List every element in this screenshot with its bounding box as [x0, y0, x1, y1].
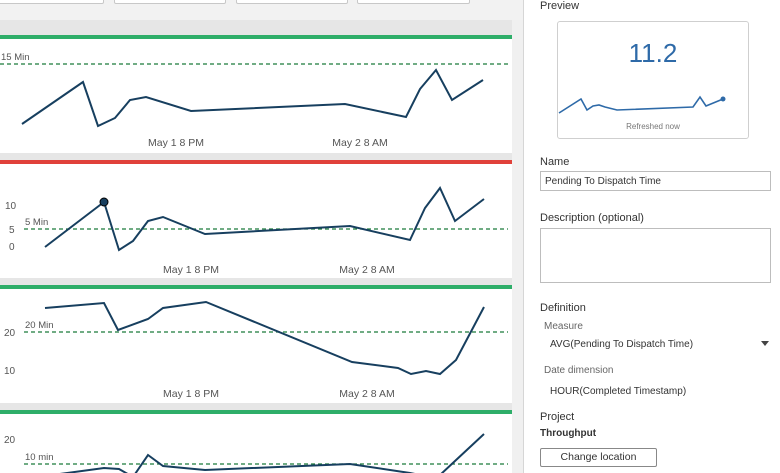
metric-card[interactable]: 15 Min May 1 8 PM May 2 8 AM — [0, 35, 512, 153]
description-input[interactable] — [540, 228, 771, 283]
preview-series-line — [558, 95, 724, 114]
filter-box[interactable] — [236, 0, 348, 4]
date-dimension-label: Date dimension — [544, 365, 614, 376]
preview-sparkline — [558, 95, 726, 114]
metric-card[interactable]: 20 10 20 Min May 1 8 PM May 2 8 AM — [0, 285, 512, 403]
y-tick-label: 5 — [9, 225, 15, 236]
y-tick-label: 0 — [9, 242, 15, 253]
filter-box[interactable] — [114, 0, 226, 4]
target-label: 10 min — [25, 452, 54, 463]
target-label: 5 Min — [25, 217, 48, 228]
filter-box[interactable] — [0, 0, 104, 4]
metric-series-line — [59, 433, 485, 473]
x-tick-label: May 1 8 PM — [163, 388, 219, 400]
measure-dropdown[interactable]: AVG(Pending To Dispatch Time) — [544, 337, 771, 353]
x-tick-label: May 2 8 AM — [339, 264, 394, 276]
preview-last-point — [720, 96, 726, 102]
scrollbar[interactable] — [512, 20, 523, 473]
metric-series-line — [21, 68, 484, 128]
metric-sparkline-chart: 20 10 20 Min May 1 8 PM May 2 8 AM — [4, 300, 508, 400]
preview-card: 11.2 Refreshed now — [557, 21, 749, 139]
metric-sparkline-chart: 20 10 min — [4, 433, 508, 473]
target-label: 15 Min — [1, 52, 30, 63]
metric-card[interactable]: 10 5 0 5 Min May 1 8 PM May 2 8 AM — [0, 160, 512, 278]
description-label: Description (optional) — [540, 212, 644, 224]
metric-series-line — [44, 186, 485, 252]
change-location-button[interactable]: Change location — [540, 448, 657, 467]
metric-series-line — [44, 300, 485, 376]
name-input[interactable] — [540, 171, 771, 191]
y-tick-label: 10 — [4, 366, 16, 377]
definition-label: Definition — [540, 302, 586, 314]
metric-sparkline-chart: 10 5 0 5 Min May 1 8 PM May 2 8 AM — [5, 186, 508, 276]
preview-caption: Refreshed now — [626, 122, 680, 131]
metrics-dashboard: 15 Min May 1 8 PM May 2 8 AM 10 5 0 5 Mi… — [0, 0, 523, 473]
date-dimension-value: HOUR(Completed Timestamp) — [550, 386, 687, 397]
name-label: Name — [540, 156, 570, 168]
x-tick-label: May 1 8 PM — [148, 137, 204, 149]
preview-value: 11.2 — [628, 38, 678, 68]
project-value: Throughput — [540, 428, 597, 439]
filter-box[interactable] — [357, 0, 470, 4]
metric-sparkline-chart: 15 Min May 1 8 PM May 2 8 AM — [0, 52, 508, 149]
target-label: 20 Min — [25, 320, 54, 331]
preview-title: Preview — [540, 0, 580, 12]
y-tick-label: 10 — [5, 201, 17, 212]
x-tick-label: May 2 8 AM — [332, 137, 387, 149]
x-tick-label: May 2 8 AM — [339, 388, 394, 400]
project-label: Project — [540, 411, 575, 423]
measure-value: AVG(Pending To Dispatch Time) — [550, 339, 694, 350]
metric-card[interactable]: 20 10 min — [0, 410, 512, 473]
y-tick-label: 20 — [4, 328, 16, 339]
x-tick-label: May 1 8 PM — [163, 264, 219, 276]
selected-data-point[interactable] — [99, 197, 109, 207]
measure-label: Measure — [544, 321, 583, 332]
metric-details-panel: Preview 11.2 Refreshed now Name Descript… — [523, 0, 780, 473]
y-tick-label: 20 — [4, 435, 16, 446]
chevron-down-icon — [761, 341, 769, 346]
filter-bar — [0, 0, 523, 20]
